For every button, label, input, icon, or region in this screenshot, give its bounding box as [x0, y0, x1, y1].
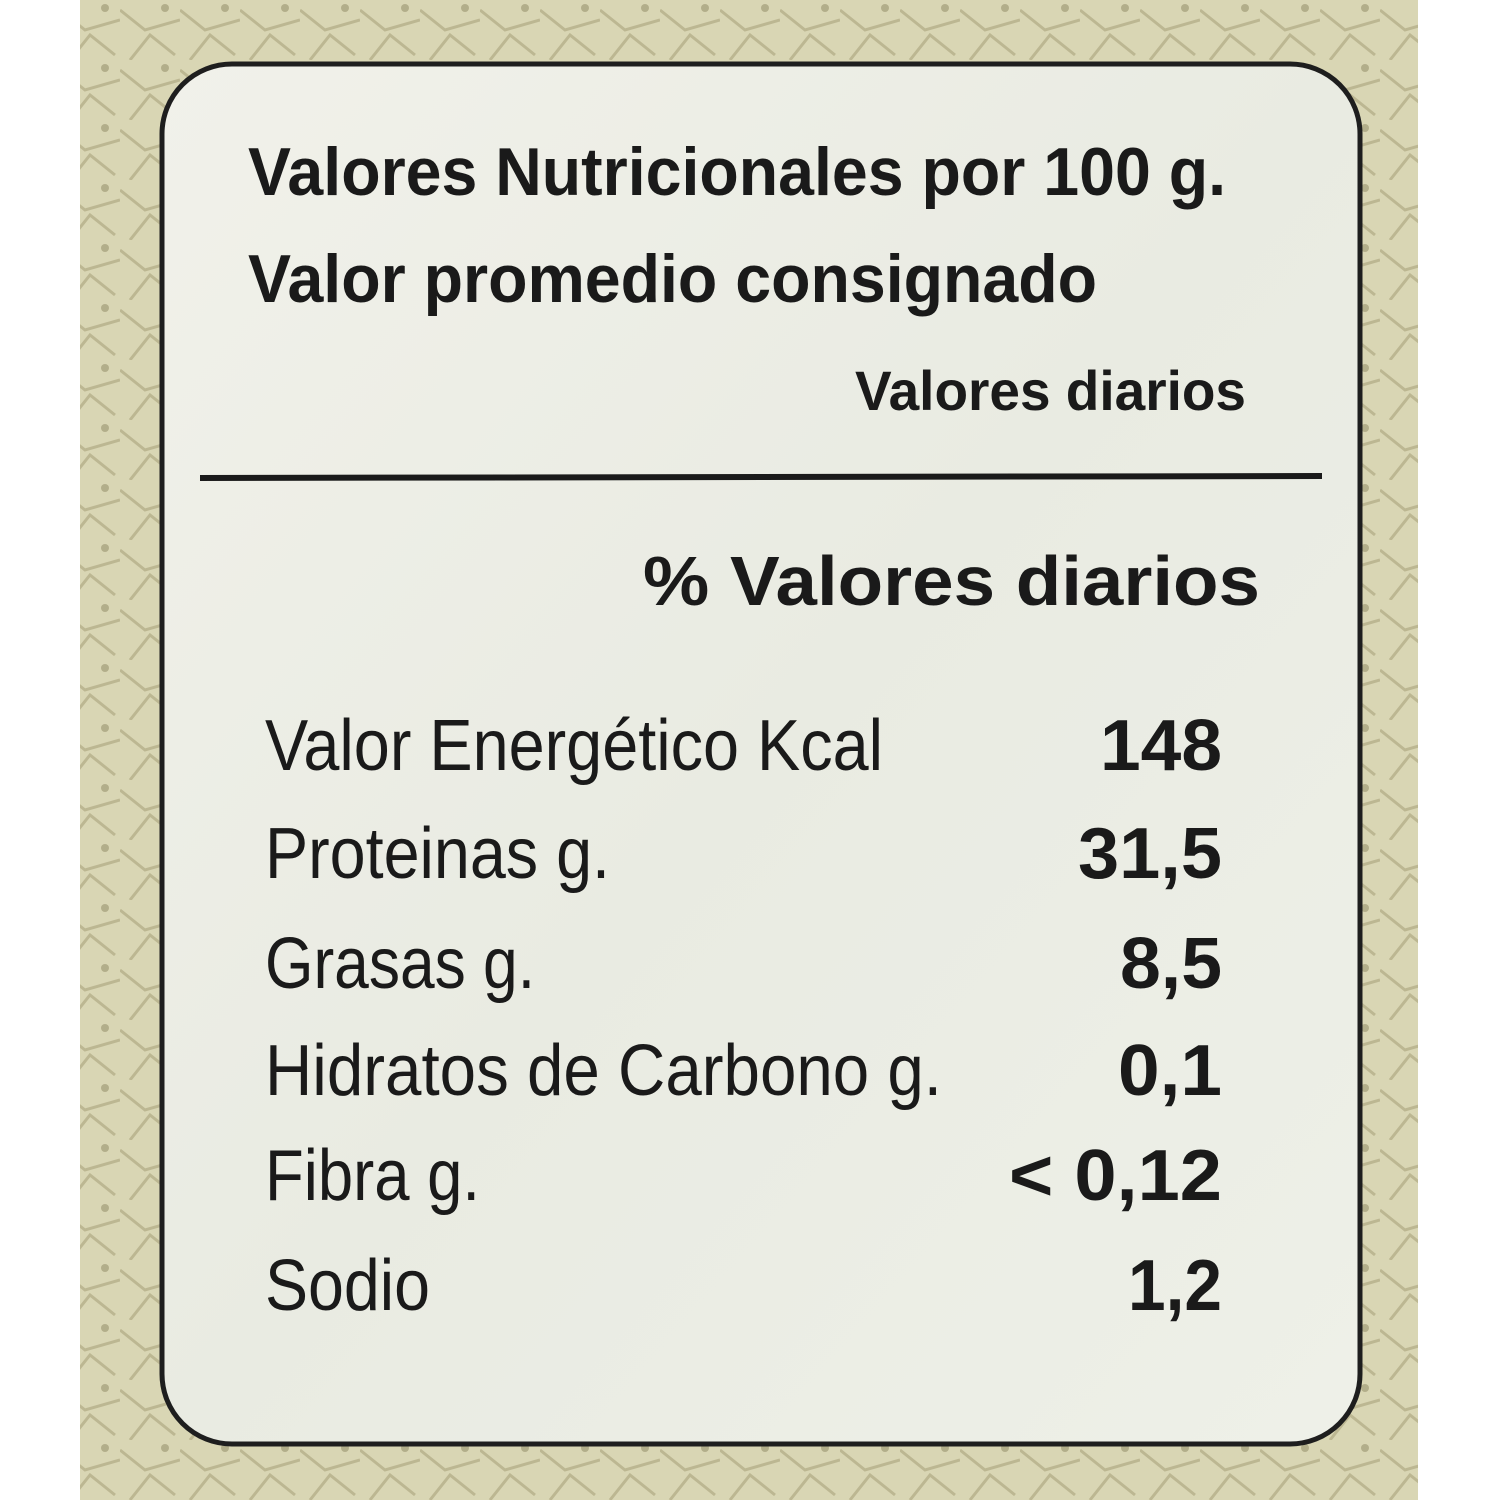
- nutrient-rows: Valor Energético Kcal 148 Proteinas g. 31,5…: [265, 706, 1222, 1326]
- column-header: % Valores diarios: [643, 542, 1260, 620]
- title: Valores Nutricionales por 100 g.: [248, 134, 1226, 210]
- nutrient-name: Sodio: [265, 1246, 430, 1326]
- nutrient-value: 1,2: [1128, 1246, 1222, 1326]
- nutrient-name: Grasas g.: [265, 924, 535, 1004]
- label-box: [159, 61, 1363, 1447]
- subtitle: Valor promedio consignado: [248, 241, 1097, 317]
- nutrient-name: Fibra g.: [265, 1136, 480, 1216]
- nutrient-name: Hidratos de Carbono g.: [265, 1031, 942, 1111]
- nutrient-name: Proteinas g.: [265, 814, 610, 894]
- column-label: Valores diarios: [855, 359, 1246, 422]
- nutrient-value: < 0,12: [1009, 1136, 1222, 1216]
- nutrient-value: 148: [1100, 706, 1222, 786]
- nutrient-name: Valor Energético Kcal: [265, 706, 883, 786]
- nutrient-value: 8,5: [1120, 924, 1222, 1004]
- nutrient-value: 31,5: [1078, 814, 1222, 894]
- nutrient-value: 0,1: [1118, 1031, 1222, 1111]
- divider: [199, 473, 1323, 481]
